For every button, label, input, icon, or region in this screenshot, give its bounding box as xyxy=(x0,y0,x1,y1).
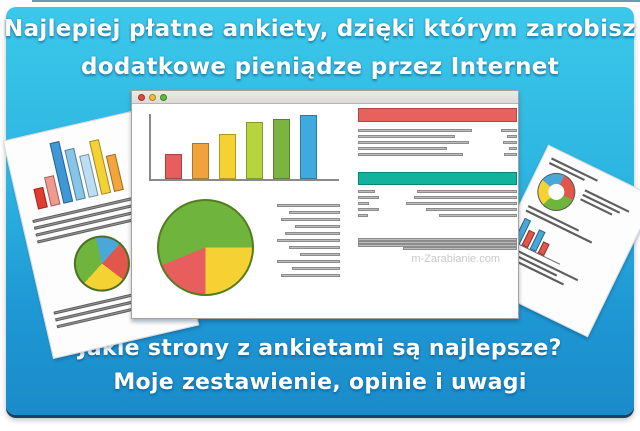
chart-bar xyxy=(192,143,209,179)
teal-heading-banner xyxy=(358,172,517,185)
window-middle-text-lines xyxy=(276,204,340,281)
list-bullet-line xyxy=(358,196,379,199)
screen-edge-line xyxy=(32,0,640,2)
text-line xyxy=(502,141,517,144)
footer-line2: Moje zestawienie, opinie i uwagi xyxy=(113,370,527,395)
text-row xyxy=(358,153,517,156)
text-line xyxy=(299,253,340,256)
window-right-column: m-Zarabianie.com xyxy=(358,108,517,265)
list-bullet-line xyxy=(358,202,370,205)
text-line xyxy=(358,153,463,156)
list-text-line xyxy=(405,202,517,205)
list-text-line xyxy=(416,190,517,193)
list-row xyxy=(358,196,517,199)
left-document-pie-chart xyxy=(68,229,136,298)
text-line xyxy=(281,218,340,221)
text-line xyxy=(289,246,340,249)
list-row xyxy=(358,208,517,211)
text-line xyxy=(277,260,340,263)
right-column-paragraph-2 xyxy=(358,238,517,250)
right-column-paragraph-1 xyxy=(358,129,517,156)
list-row xyxy=(358,202,517,205)
text-line xyxy=(358,129,473,132)
list-text-line xyxy=(439,214,517,217)
list-row xyxy=(358,190,517,193)
list-row xyxy=(358,214,517,217)
text-line xyxy=(504,153,517,156)
text-line xyxy=(294,225,340,228)
chart-bar xyxy=(33,186,48,210)
close-button[interactable] xyxy=(138,93,145,101)
list-bullet-line xyxy=(358,214,368,217)
chart-bar xyxy=(219,133,236,179)
text-line xyxy=(358,238,517,241)
text-row xyxy=(358,135,517,138)
text-line xyxy=(358,141,470,144)
title-line2: dodatkowe pieniądze przez Internet xyxy=(81,54,559,80)
text-row xyxy=(358,147,517,150)
right-column-list xyxy=(358,190,517,217)
list-bullet-line xyxy=(358,208,379,211)
footer-line1: Jakie strony z ankietami są najlepsze? xyxy=(78,336,562,361)
window-titlebar xyxy=(132,91,518,104)
text-line xyxy=(358,135,455,138)
text-line xyxy=(507,135,517,138)
text-row xyxy=(358,129,517,132)
minimize-button[interactable] xyxy=(149,93,156,101)
text-line xyxy=(358,147,448,150)
chart-bar xyxy=(246,121,263,179)
list-bullet-line xyxy=(358,190,376,193)
text-line xyxy=(281,274,340,277)
text-line xyxy=(358,241,517,244)
red-heading-banner xyxy=(358,108,517,122)
text-line xyxy=(292,267,340,270)
donut-hole xyxy=(545,181,568,203)
chart-bar xyxy=(300,115,317,179)
list-text-line xyxy=(426,208,517,211)
title-line1: Najlepiej płatne ankiety, dzięki którym … xyxy=(4,16,636,42)
text-line xyxy=(277,204,340,207)
list-text-line xyxy=(413,196,517,199)
text-row xyxy=(358,141,517,144)
window-pie-chart xyxy=(157,199,254,296)
text-line xyxy=(284,232,340,235)
zoom-button[interactable] xyxy=(160,93,167,101)
chart-bar xyxy=(273,119,290,179)
text-line xyxy=(358,244,517,247)
chart-bar xyxy=(165,153,182,179)
watermark-text: m-Zarabianie.com xyxy=(411,253,500,265)
text-line xyxy=(277,239,340,242)
text-line xyxy=(402,247,517,250)
text-line xyxy=(289,211,340,214)
text-line xyxy=(501,129,517,132)
browser-window: m-Zarabianie.com xyxy=(131,90,519,319)
text-line xyxy=(509,147,517,150)
window-bar-chart xyxy=(149,114,339,181)
